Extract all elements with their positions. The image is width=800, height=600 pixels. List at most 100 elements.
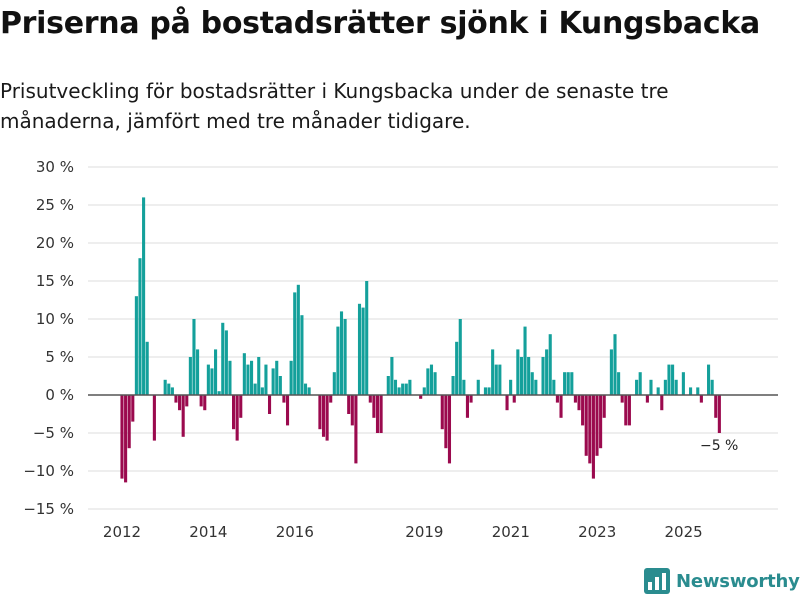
bar <box>465 395 470 418</box>
bar <box>271 368 275 395</box>
bar <box>185 395 189 407</box>
brand-name: Newsworthy <box>676 570 800 592</box>
bar <box>523 326 527 395</box>
chart-subtitle: Prisutveckling för bostadsrätter i Kungs… <box>0 79 669 133</box>
bar <box>563 372 567 395</box>
bar <box>422 387 426 395</box>
bar <box>303 383 308 395</box>
bar <box>210 368 214 395</box>
bar <box>617 372 621 395</box>
bar <box>674 379 678 395</box>
bar <box>552 379 556 395</box>
bar <box>375 395 380 433</box>
bar <box>181 395 185 437</box>
bar <box>494 364 498 395</box>
bar <box>609 349 613 395</box>
bar <box>343 319 347 395</box>
bar <box>354 395 358 464</box>
bar <box>142 197 146 395</box>
bar <box>401 383 405 395</box>
bar <box>278 376 282 395</box>
bar <box>249 360 254 395</box>
bar <box>390 357 394 395</box>
x-tick-label: 2014 <box>189 523 227 541</box>
bar <box>138 258 142 395</box>
bar <box>656 387 660 395</box>
bar <box>296 284 300 395</box>
bar <box>717 395 721 433</box>
bar <box>404 383 408 395</box>
y-tick-label: 20 % <box>36 234 74 252</box>
bar <box>588 395 592 464</box>
bar-chart: 30 % 25 % 20 % 15 % 10 % 5 % 0 % −5 % −10 % −15 %… <box>23 158 778 541</box>
bar <box>577 395 581 411</box>
bar <box>163 379 167 395</box>
bar <box>487 387 491 395</box>
bar <box>260 387 264 395</box>
bar <box>293 292 297 395</box>
bar <box>599 395 603 449</box>
x-tick-label: 2021 <box>492 523 530 541</box>
bar <box>221 322 225 395</box>
bar <box>397 387 401 395</box>
bar <box>289 360 293 395</box>
x-tick-label: 2025 <box>665 523 703 541</box>
bar <box>645 395 649 403</box>
bar <box>447 395 452 464</box>
bar <box>433 372 437 395</box>
bar <box>512 395 516 403</box>
bar <box>199 395 203 407</box>
bar <box>649 379 653 395</box>
bar <box>332 372 336 395</box>
bar <box>696 387 700 395</box>
bar <box>228 360 232 395</box>
bar <box>232 395 236 430</box>
bar <box>458 319 462 395</box>
bar <box>188 357 192 395</box>
bar <box>264 364 268 395</box>
bar <box>469 395 473 403</box>
bar <box>321 395 326 437</box>
y-tick-label: 5 % <box>45 348 74 366</box>
bar <box>451 376 455 395</box>
bar <box>214 349 218 395</box>
bar <box>393 379 398 395</box>
bar <box>318 395 322 430</box>
bar <box>566 372 570 395</box>
bar <box>483 387 488 395</box>
bar <box>282 395 286 403</box>
bar <box>660 395 664 411</box>
bar <box>275 360 279 395</box>
x-tick-label: 2016 <box>276 523 314 541</box>
bar <box>663 379 667 395</box>
bar <box>408 379 412 395</box>
bar <box>681 372 685 395</box>
bar <box>339 311 344 395</box>
bar <box>203 395 207 411</box>
bar <box>419 395 423 399</box>
bar <box>300 315 304 395</box>
bar <box>455 341 459 395</box>
bar <box>667 364 671 395</box>
bar <box>253 383 257 395</box>
bar <box>217 391 221 395</box>
bar <box>602 395 606 418</box>
bar <box>624 395 628 426</box>
bar <box>516 349 520 395</box>
bar <box>131 395 135 422</box>
y-tick-label: −15 % <box>23 500 74 518</box>
bar <box>527 357 531 395</box>
bar <box>555 395 559 403</box>
bar <box>519 357 523 395</box>
y-tick-label: −5 % <box>33 424 74 442</box>
bar <box>239 395 243 418</box>
bar <box>638 372 642 395</box>
bar <box>595 395 599 456</box>
bar <box>368 395 372 403</box>
bar <box>329 395 333 403</box>
bar <box>491 349 495 395</box>
bar <box>444 395 448 449</box>
y-tick-label: −10 % <box>23 462 74 480</box>
bar <box>635 379 639 395</box>
bar <box>257 357 261 395</box>
